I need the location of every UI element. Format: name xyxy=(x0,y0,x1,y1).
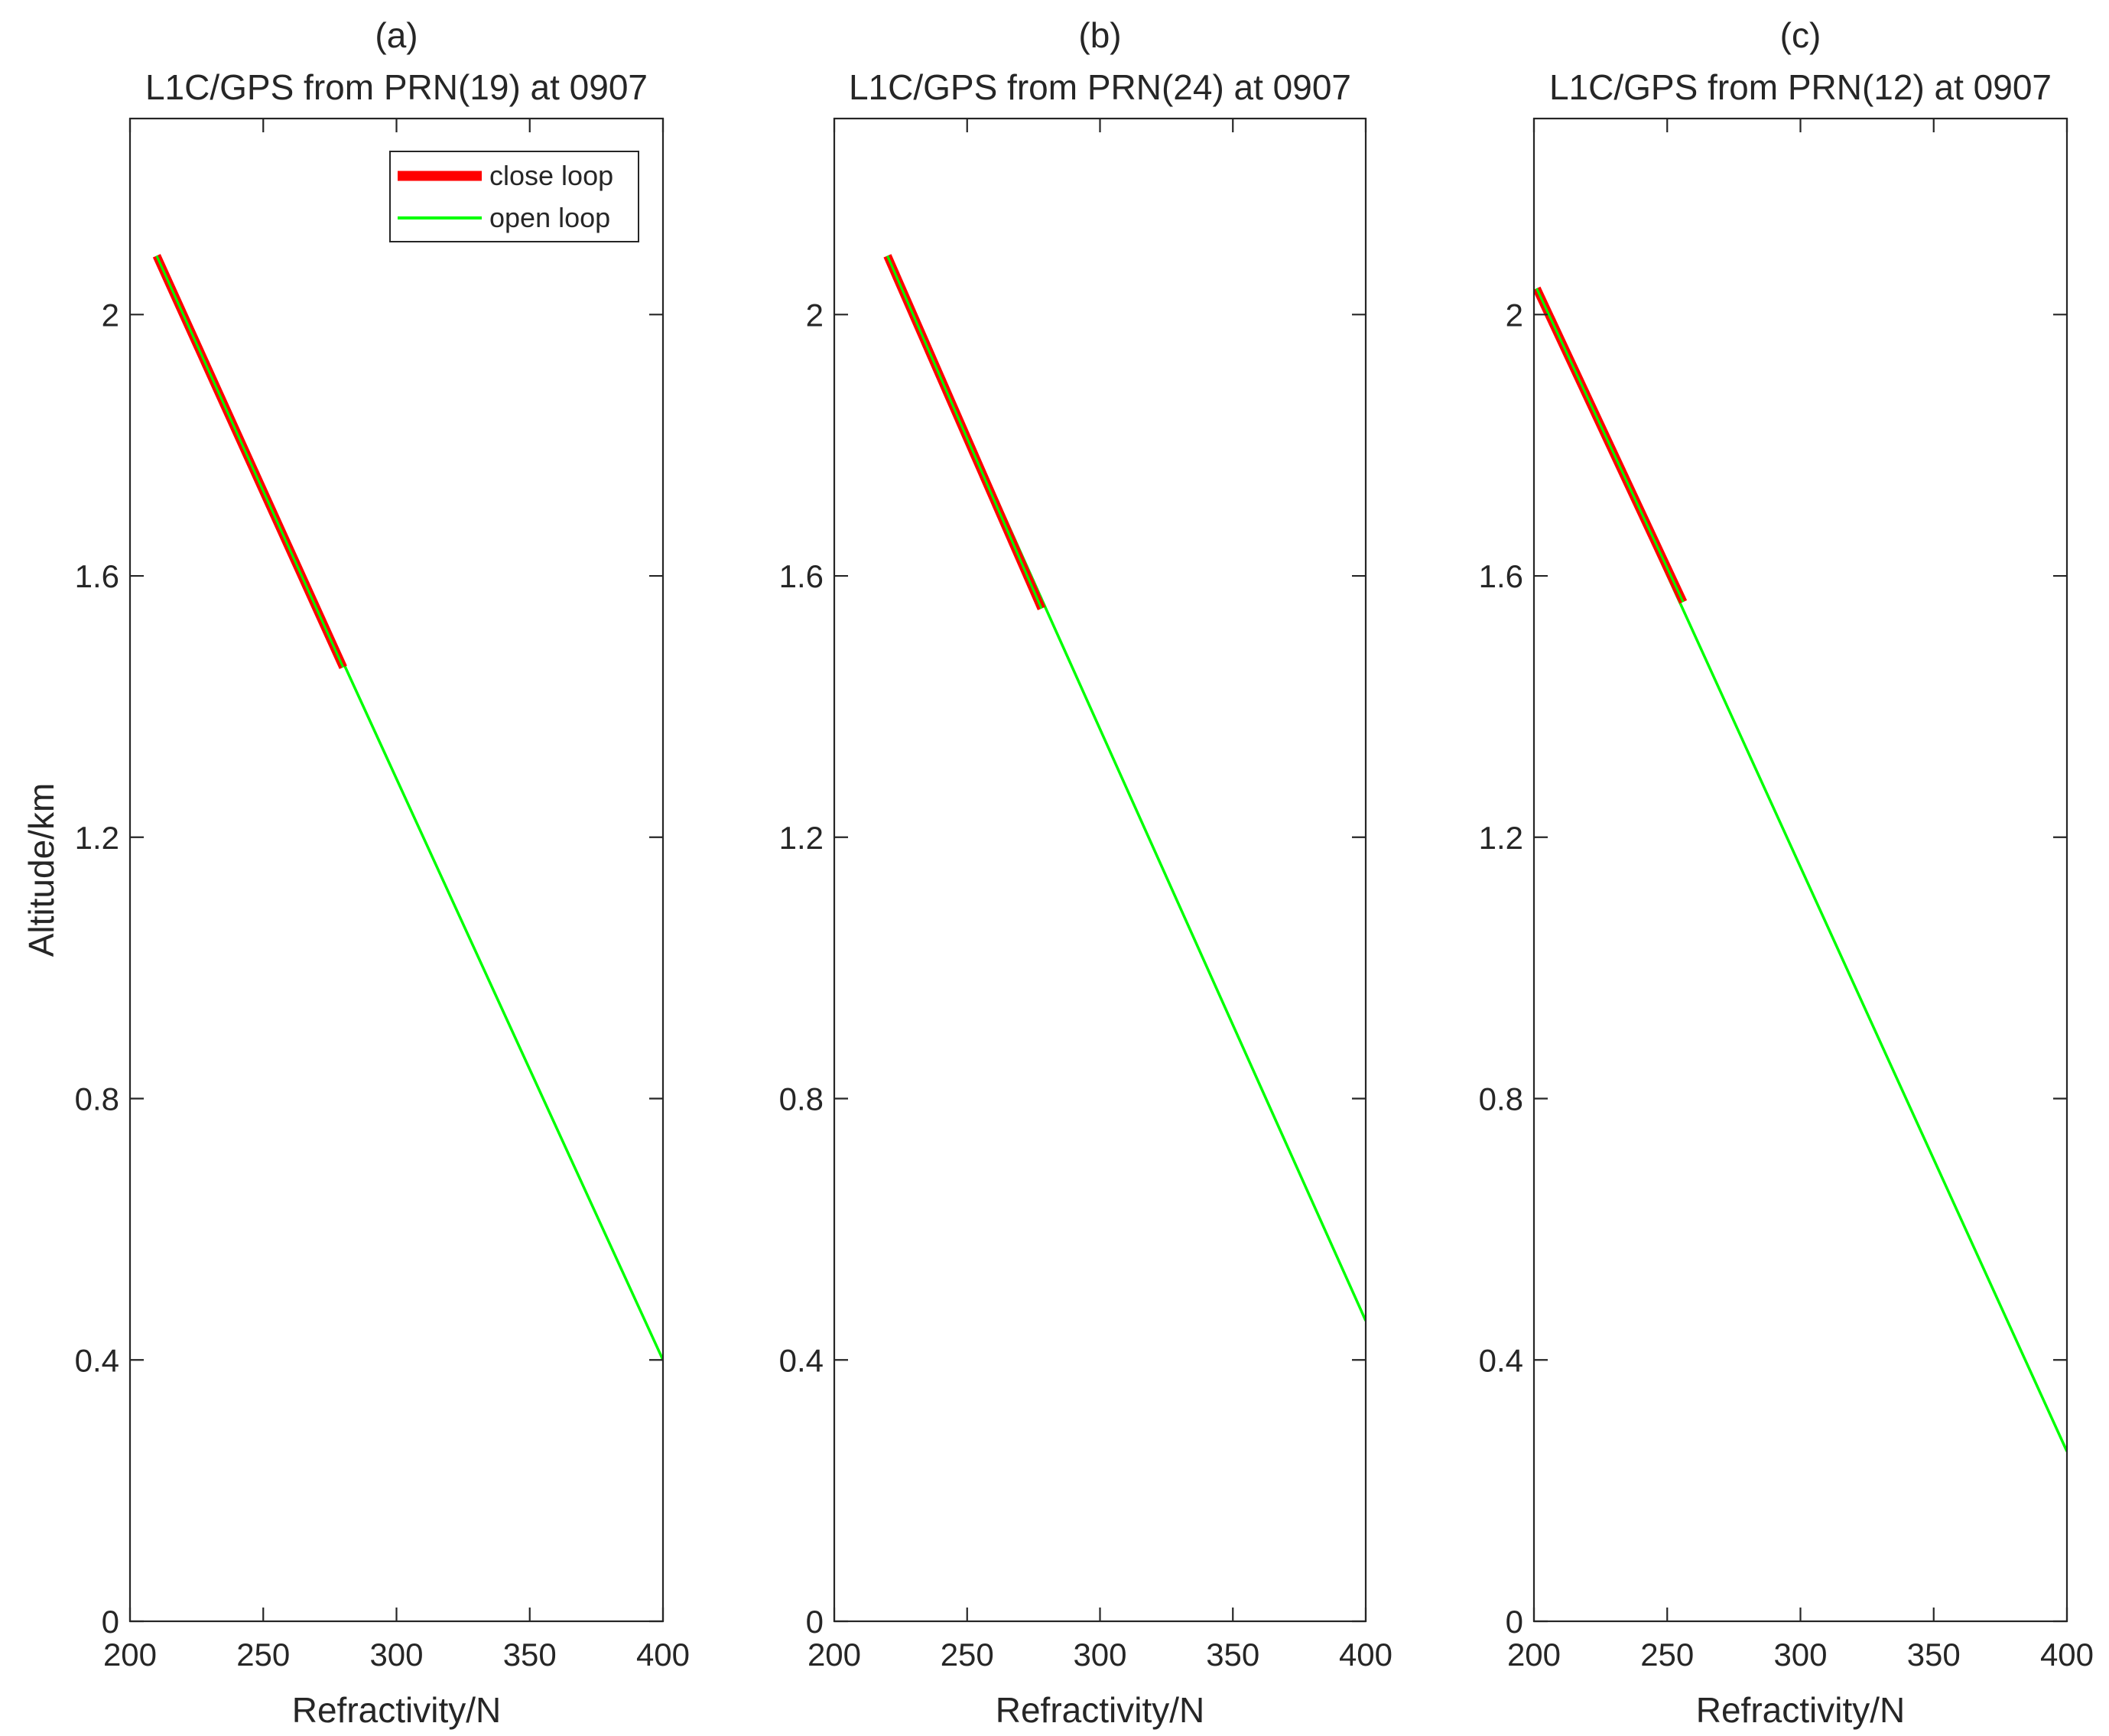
plot-area xyxy=(1534,286,2067,1452)
y-tick-label: 1.2 xyxy=(779,820,824,856)
panel-label: (c) xyxy=(1780,15,1821,55)
x-tick-label: 200 xyxy=(808,1637,861,1673)
y-tick-label: 0.4 xyxy=(1479,1342,1523,1378)
plot-area xyxy=(152,254,663,1361)
y-tick-label: 0.8 xyxy=(1479,1081,1523,1117)
y-tick-label: 0.8 xyxy=(779,1081,824,1117)
y-tick-label: 2 xyxy=(806,297,824,333)
axes-box xyxy=(128,117,665,1623)
series-open-loop-overlap xyxy=(155,255,345,668)
x-tick-label: 300 xyxy=(369,1637,423,1673)
x-tick-label: 250 xyxy=(941,1637,994,1673)
y-tick-label: 0 xyxy=(1506,1604,1523,1640)
chart-panel-2: (c) L1C/GPS from PRN(12) at 0907 200 250 300… xyxy=(1479,15,2094,1730)
x-axis-label: Refractivity/N xyxy=(1696,1690,1905,1730)
chart-title: L1C/GPS from PRN(12) at 0907 xyxy=(1549,67,2052,107)
x-tick-label: 250 xyxy=(1640,1637,1694,1673)
x-tick-label: 350 xyxy=(1206,1637,1259,1673)
x-axis-label: Refractivity/N xyxy=(292,1690,501,1730)
y-axis-label: Altitude/km xyxy=(21,783,61,957)
y-tick-label: 1.2 xyxy=(75,820,119,856)
panel-label: (b) xyxy=(1078,15,1121,55)
x-tick-label: 400 xyxy=(1339,1637,1392,1673)
panel-label: (a) xyxy=(375,15,418,55)
x-tick-label: 350 xyxy=(1907,1637,1961,1673)
y-tick-label: 0 xyxy=(806,1604,824,1640)
y-tick-label: 0 xyxy=(102,1604,119,1640)
x-tick-label: 200 xyxy=(103,1637,157,1673)
chart-panel-0: (a) L1C/GPS from PRN(19) at 0907 200 250 300… xyxy=(21,15,690,1730)
x-tick-label: 400 xyxy=(636,1637,690,1673)
legend-box xyxy=(389,151,639,242)
plot-area xyxy=(883,254,1366,1322)
x-tick-label: 300 xyxy=(1073,1637,1126,1673)
chart-title: L1C/GPS from PRN(19) at 0907 xyxy=(145,67,648,107)
series-open-loop-overlap xyxy=(886,255,1043,610)
x-axis-label: Refractivity/N xyxy=(996,1690,1204,1730)
axes-box xyxy=(833,117,1367,1623)
y-tick-label: 1.6 xyxy=(75,558,119,594)
legend-entry-label: open loop xyxy=(489,202,610,233)
chart-title: L1C/GPS from PRN(24) at 0907 xyxy=(849,67,1351,107)
y-tick-label: 1.6 xyxy=(779,558,824,594)
y-tick-label: 2 xyxy=(1506,297,1523,333)
y-tick-label: 1.2 xyxy=(1479,820,1523,856)
x-tick-label: 300 xyxy=(1773,1637,1827,1673)
legend-entry-label: close loop xyxy=(489,160,613,191)
chart-panel-1: (b) L1C/GPS from PRN(24) at 0907 200 250 300… xyxy=(779,15,1392,1730)
legend: close loop open loop xyxy=(389,151,639,242)
y-tick-label: 0.4 xyxy=(779,1342,824,1378)
y-tick-label: 2 xyxy=(102,297,119,333)
x-tick-label: 250 xyxy=(236,1637,290,1673)
x-tick-label: 350 xyxy=(503,1637,557,1673)
y-tick-label: 1.6 xyxy=(1479,558,1523,594)
x-tick-label: 200 xyxy=(1507,1637,1561,1673)
y-tick-label: 0.4 xyxy=(75,1342,119,1378)
x-tick-label: 400 xyxy=(2040,1637,2094,1673)
series-open-loop-overlap xyxy=(1535,288,1685,603)
y-tick-label: 0.8 xyxy=(75,1081,119,1117)
